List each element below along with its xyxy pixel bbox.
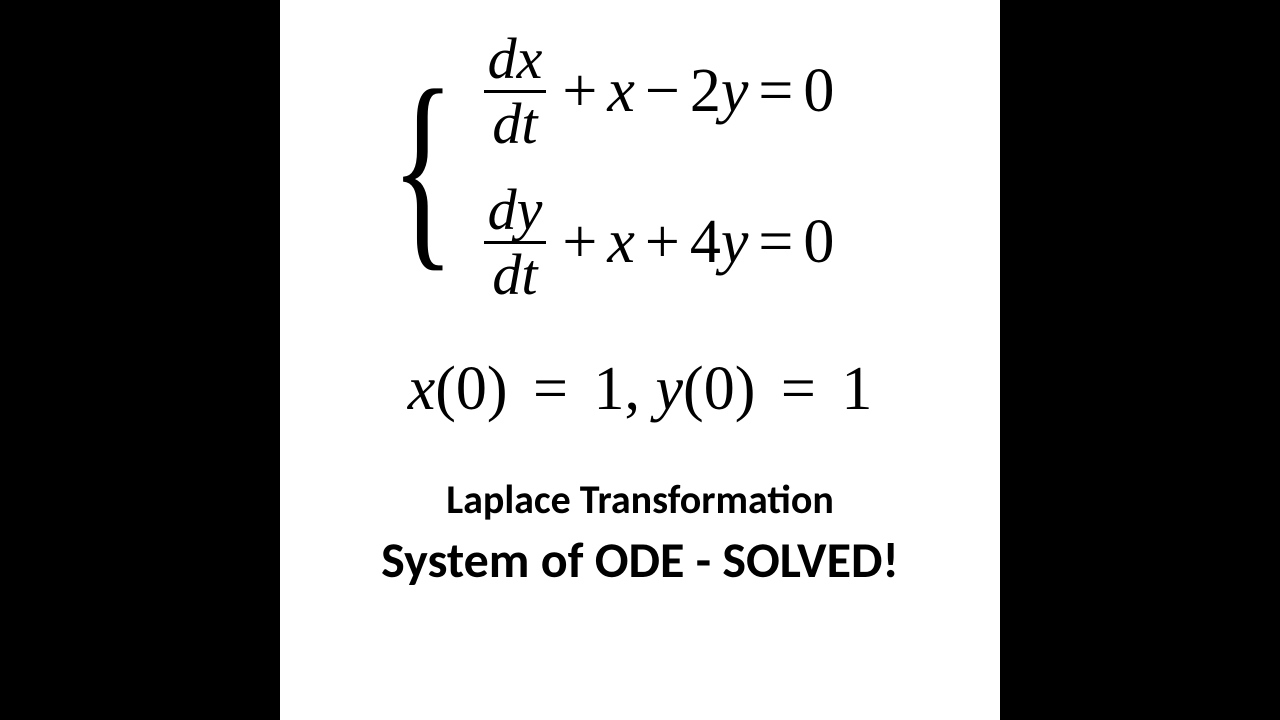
ic-y-arg: 0 [704, 355, 735, 423]
eq2-op1: + [562, 207, 597, 278]
ic-y-val: 1 [841, 355, 872, 423]
eq1-eq: = [758, 56, 793, 127]
eq2-fraction: dy dt [484, 181, 547, 304]
eq1-term2: y [721, 56, 749, 127]
ic-x-arg: 0 [456, 355, 487, 423]
eq1-fraction: dx dt [484, 30, 547, 153]
system-brace: { [391, 79, 454, 255]
equation-system: { dx dt + x − 2 y = 0 dy dt + [370, 30, 950, 304]
eq1-term1: x [607, 56, 635, 127]
eq1-op2: − [645, 56, 680, 127]
eq2-term2: y [721, 207, 749, 278]
equation-2: dy dt + x + 4 y = 0 [484, 181, 835, 304]
eq1-rhs: 0 [803, 56, 834, 127]
eq1-coef2: 2 [690, 56, 721, 127]
title: System of ODE - SOLVED! [330, 530, 950, 591]
eq1-denominator: dt [484, 90, 545, 153]
eq2-coef2: 4 [690, 207, 721, 278]
ic-x-val: 1 [594, 355, 625, 423]
eq1-op1: + [562, 56, 597, 127]
subtitle: Laplace Transformation [330, 475, 950, 524]
ic-x-var: x [408, 355, 436, 423]
eq2-rhs: 0 [803, 207, 834, 278]
eq1-numerator: dx [484, 30, 547, 90]
eq2-op2: + [645, 207, 680, 278]
eq2-term1: x [607, 207, 635, 278]
eq2-denominator: dt [484, 241, 545, 304]
ic-y-var: y [656, 355, 684, 423]
equations-container: dx dt + x − 2 y = 0 dy dt + x + 4 [484, 30, 835, 304]
content-panel: { dx dt + x − 2 y = 0 dy dt + [280, 0, 1000, 720]
eq2-numerator: dy [484, 181, 547, 241]
initial-conditions: x(0) = 1, y(0) = 1 [330, 354, 950, 425]
eq2-eq: = [758, 207, 793, 278]
equation-1: dx dt + x − 2 y = 0 [484, 30, 835, 153]
